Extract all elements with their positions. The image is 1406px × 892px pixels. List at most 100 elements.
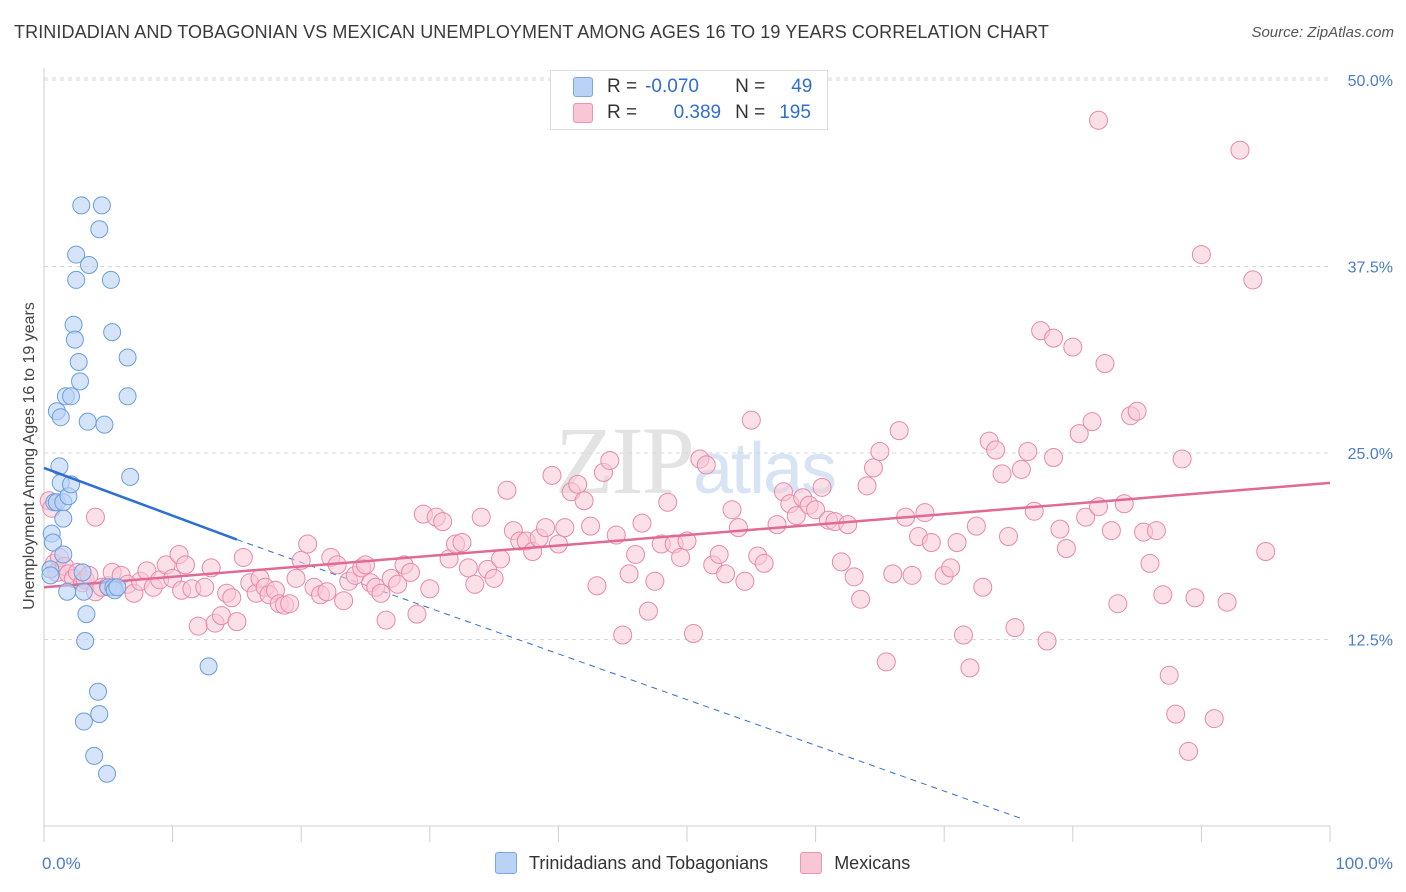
mexicans-point: [188, 616, 208, 636]
legend-label-trinidadians: Trinidadians and Tobagonians: [529, 852, 769, 873]
mexicans-point: [1243, 270, 1263, 290]
mexicans-point: [921, 533, 941, 553]
mexicans-point: [1050, 519, 1070, 539]
mexicans-point: [883, 564, 903, 584]
trinidadians-point: [95, 415, 114, 434]
trinidadians-point: [72, 196, 91, 215]
y-tick-label: 50.0%: [1348, 73, 1393, 90]
trinidadians-point: [64, 315, 83, 334]
mexicans-point: [1108, 594, 1128, 614]
legend-r-label: R =: [607, 102, 638, 123]
axes: [43, 68, 1331, 842]
mexicans-point: [986, 440, 1006, 460]
legend-n-label: N =: [735, 76, 766, 97]
mexicans-point: [280, 594, 300, 614]
mexicans-point: [497, 480, 517, 500]
mexicans-point: [960, 658, 980, 678]
mexicans-point: [613, 625, 633, 645]
mexicans-point: [356, 555, 375, 575]
trinidadians-point: [98, 764, 117, 783]
legend-n-value: 195: [779, 102, 811, 123]
mexicans-point: [1063, 337, 1083, 357]
mexicans-point: [1018, 442, 1038, 462]
mexicans-point: [334, 591, 354, 611]
trinidadians-point: [108, 578, 127, 597]
mexicans-point: [812, 477, 832, 497]
trinidadians-point: [44, 533, 63, 552]
trend-line-mexicans: [43, 481, 1331, 589]
mexicans-point: [1185, 588, 1205, 608]
mexicans-point: [1044, 447, 1064, 467]
trinidadians-point: [62, 387, 81, 406]
mexicans-point: [947, 533, 967, 553]
y-tick-label: 12.5%: [1348, 633, 1393, 650]
legend-swatch-blue: [495, 852, 517, 874]
mexicans-point: [555, 518, 575, 538]
mexicans-point: [844, 567, 864, 587]
mexicans-point: [626, 544, 646, 564]
trinidadians-point: [80, 256, 99, 275]
trinidadians-point: [67, 245, 86, 264]
legend-r-label: R =: [607, 76, 638, 97]
mexicans-point: [195, 577, 215, 597]
mexicans-point: [1159, 665, 1179, 685]
mexicans-point: [619, 564, 639, 584]
mexicans-point: [1114, 494, 1134, 514]
trinidadians-point: [118, 348, 137, 367]
mexicans-point: [632, 513, 652, 533]
mexicans-point: [1024, 501, 1044, 521]
trinidadians-point: [74, 582, 93, 601]
mexicans-point: [1101, 521, 1121, 541]
trinidadians-point: [54, 509, 73, 528]
mexicans-point: [371, 583, 391, 603]
mexicans-point: [1140, 553, 1160, 573]
mexicans-point: [1172, 449, 1192, 469]
y-tick-label: 37.5%: [1348, 260, 1393, 277]
legend-label-mexicans: Mexicans: [834, 852, 911, 873]
trend-lines: [236, 539, 1022, 820]
mexicans-point: [1179, 741, 1199, 761]
trinidadians-point: [78, 412, 97, 431]
mexicans-point: [458, 558, 478, 578]
trinidadians-point: [73, 563, 92, 582]
trinidadians-point: [103, 323, 122, 342]
mexicans-point: [1076, 507, 1096, 527]
x-tick-label: 100.0%: [1335, 854, 1393, 873]
mexicans-point: [741, 410, 761, 430]
series-legend: Trinidadians and Tobagonians Mexicans: [495, 852, 942, 874]
trinidadians-point: [54, 545, 73, 564]
mexicans-point: [1044, 328, 1064, 348]
mexicans-point: [1056, 538, 1076, 558]
trinidadians-point: [74, 712, 93, 731]
mexicans-point: [902, 565, 922, 585]
mexicans-point: [175, 555, 195, 575]
mexicans-point: [376, 610, 396, 630]
mexicans-point: [1256, 541, 1276, 561]
trinidadians-point: [90, 220, 109, 239]
trinidadians-point: [118, 387, 137, 406]
mexicans-point: [671, 547, 691, 567]
trend-line-trinidadians: [43, 466, 238, 541]
watermark-atlas: atlas: [693, 429, 837, 509]
correlation-legend: R = -0.070 N = 49 R = 0.389 N = 195: [550, 70, 828, 130]
mexicans-point: [433, 512, 453, 532]
mexicans-point: [1191, 245, 1211, 265]
mexicans-point: [754, 553, 774, 573]
mexicans-point: [1230, 140, 1250, 160]
mexicans-point: [452, 533, 472, 553]
mexicans-point: [953, 625, 973, 645]
mexicans-point: [851, 589, 871, 609]
mexicans-point: [1069, 424, 1089, 444]
mexicans-point: [696, 455, 716, 475]
mexicans-point: [1037, 631, 1057, 651]
mexicans-point: [1005, 618, 1025, 638]
mexicans-point: [876, 652, 896, 672]
mexicans-point: [735, 571, 755, 591]
mexicans-point: [638, 601, 658, 621]
trinidadians-point: [76, 631, 95, 650]
mexicans-point: [683, 624, 703, 644]
mexicans-point: [491, 549, 511, 569]
mexicans-point: [831, 552, 851, 572]
mexicans-point: [388, 574, 408, 594]
mexicans-point: [1146, 521, 1166, 541]
